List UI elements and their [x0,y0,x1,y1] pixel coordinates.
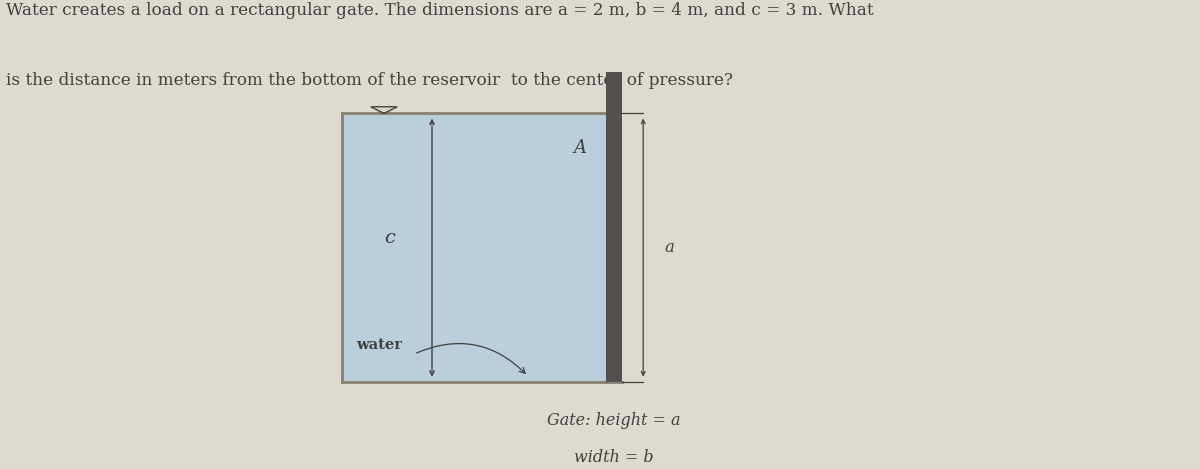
Bar [342,113,606,382]
Text: water: water [356,338,402,352]
Text: Water creates a load on a rectangular gate. The dimensions are a = 2 m, b = 4 m,: Water creates a load on a rectangular ga… [6,2,874,19]
Bar [606,113,622,382]
Text: A: A [574,139,586,157]
Text: is the distance in meters from the bottom of the reservoir  to the center of pre: is the distance in meters from the botto… [6,72,733,89]
Text: c: c [384,229,396,247]
Text: a: a [665,239,674,256]
Text: width = b: width = b [574,449,654,466]
Bar [606,72,622,113]
Text: Gate: height = a: Gate: height = a [547,412,680,429]
